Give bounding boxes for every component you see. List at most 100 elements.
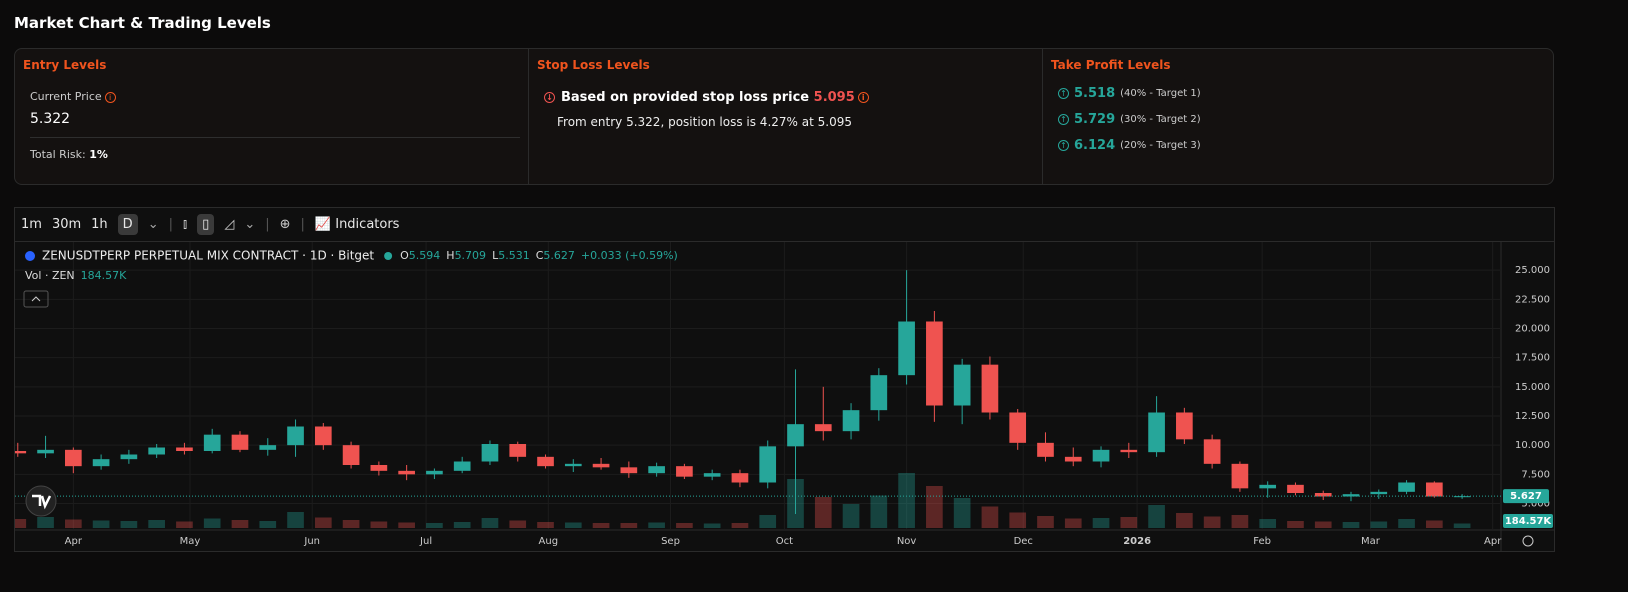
total-risk: 1% — [89, 148, 108, 161]
take-profit-column: Take Profit Levels ↑ 5.518 (40% - Target 1… — [1042, 49, 1553, 184]
y-tick-label: 25.000 — [1515, 265, 1550, 276]
volume-bar — [37, 517, 54, 528]
targets: ↑ 5.518 (40% - Target 1) ↑ 5.729 (30% - Targe… — [1058, 86, 1545, 153]
candle-body — [731, 473, 749, 483]
candle-style[interactable]: ▯ — [197, 214, 215, 235]
candle-body — [259, 445, 277, 450]
x-tick-label: Mar — [1361, 536, 1381, 547]
ohlc-key: O — [400, 249, 409, 262]
collapse-button[interactable] — [23, 290, 49, 308]
candle-body — [759, 446, 777, 483]
volume-bar — [814, 497, 832, 528]
stop-loss-price: 5.095 — [813, 90, 855, 105]
take-profit-title: Take Profit Levels — [1051, 58, 1171, 72]
volume-bar — [1176, 513, 1193, 528]
interval-button[interactable]: 30m — [51, 217, 82, 232]
volume-bar — [203, 518, 221, 528]
y-tick-label: 10.000 — [1515, 440, 1550, 451]
candle-body — [981, 364, 999, 413]
candle-body — [842, 410, 860, 432]
volume-value: 184.57K — [81, 269, 127, 282]
candle-body — [314, 426, 332, 446]
last-price-label: 5.627 — [1510, 491, 1542, 502]
candle-body — [481, 444, 499, 462]
target-row: ↑ 5.729 (30% - Target 2) — [1058, 112, 1545, 127]
up-icon: ↑ — [1058, 114, 1069, 125]
y-tick-label: 15.000 — [1515, 382, 1550, 393]
candle-body — [953, 364, 971, 406]
settings-icon[interactable] — [1522, 535, 1534, 547]
up-icon: ↑ — [1058, 140, 1069, 151]
volume-bar — [1314, 521, 1332, 528]
candle-body — [342, 445, 360, 465]
volume-bar — [1120, 517, 1138, 528]
interval-button[interactable]: 1m — [21, 217, 42, 232]
candle-body — [1370, 491, 1388, 495]
volume-label: Vol · ZEN — [25, 269, 75, 282]
area-style[interactable]: ◿ — [224, 217, 235, 232]
volume-bar — [592, 523, 610, 528]
candle-body — [564, 463, 582, 467]
volume-bar — [1009, 512, 1027, 528]
candle-body — [620, 467, 638, 474]
candle-body — [120, 454, 138, 460]
candle-body — [676, 466, 693, 477]
x-tick-label: Oct — [776, 536, 793, 547]
chart-widget: 1m 30m 1h D ⌄ | ⫾ ▯ ◿ ⌄ | ⊕ | 📈 Indicators … — [14, 207, 1555, 552]
candle-body — [1287, 484, 1304, 493]
compare[interactable]: ⊕ — [279, 217, 291, 232]
volume-bar — [64, 519, 82, 528]
interval-button[interactable]: D — [117, 214, 138, 235]
volume-bar — [1453, 523, 1471, 528]
volume-bar — [1259, 519, 1277, 528]
y-tick-label: 7.500 — [1521, 469, 1550, 480]
candle-body — [1314, 493, 1332, 497]
x-tick-label: Jul — [419, 536, 432, 547]
dropdown[interactable]: ⌄ — [244, 217, 256, 232]
volume-bar — [1092, 518, 1110, 528]
y-tick-label: 5.000 — [1521, 499, 1550, 510]
volume-bar — [676, 523, 693, 528]
bar-style[interactable]: ⫾ — [182, 217, 188, 232]
volume-bar — [148, 520, 165, 528]
candle-body — [287, 426, 304, 446]
candle-body — [1009, 412, 1027, 443]
volume-bar — [120, 521, 138, 528]
volume-bar — [287, 512, 304, 528]
candle-body — [1176, 412, 1193, 440]
total-risk-label: Total Risk: — [30, 148, 86, 161]
volume-bar — [426, 523, 443, 528]
volume-bar — [453, 522, 471, 528]
indicators[interactable]: 📈 Indicators — [314, 217, 400, 232]
ohlc-value: 5.594 — [409, 249, 441, 262]
volume-bar — [1203, 516, 1221, 528]
candle-body — [1148, 412, 1165, 453]
ohlc-value: 5.627 — [543, 249, 575, 262]
candle-body — [203, 434, 221, 451]
x-tick-label: Apr — [1484, 536, 1502, 547]
volume-bar — [926, 486, 943, 528]
stop-loss-heading: Based on provided stop loss price — [561, 90, 810, 105]
volume-bar — [1426, 520, 1443, 528]
symbol: ZENUSDTPERP PERPETUAL MIX CONTRACT · 1D … — [42, 249, 374, 263]
candle-body — [1203, 439, 1221, 464]
y-tick-label: 17.500 — [1515, 353, 1550, 364]
x-tick-label: Jun — [303, 536, 320, 547]
dropdown[interactable]: ⌄ — [147, 217, 159, 232]
volume-bar — [15, 519, 27, 528]
entry-title: Entry Levels — [23, 58, 107, 72]
candle-body — [509, 444, 527, 457]
x-tick-label: 2026 — [1123, 536, 1151, 547]
candle-body — [370, 465, 388, 471]
target-price: 5.518 — [1074, 86, 1116, 101]
volume-bar — [509, 520, 527, 528]
change: +0.033 (+0.59%) — [581, 249, 678, 262]
volume-bar — [1342, 522, 1360, 528]
candle-body — [148, 447, 165, 455]
candle-body — [787, 424, 804, 447]
interval-button[interactable]: 1h — [91, 217, 108, 232]
candle-body — [92, 459, 110, 467]
volume-bar — [92, 520, 110, 528]
candle-body — [15, 451, 27, 454]
